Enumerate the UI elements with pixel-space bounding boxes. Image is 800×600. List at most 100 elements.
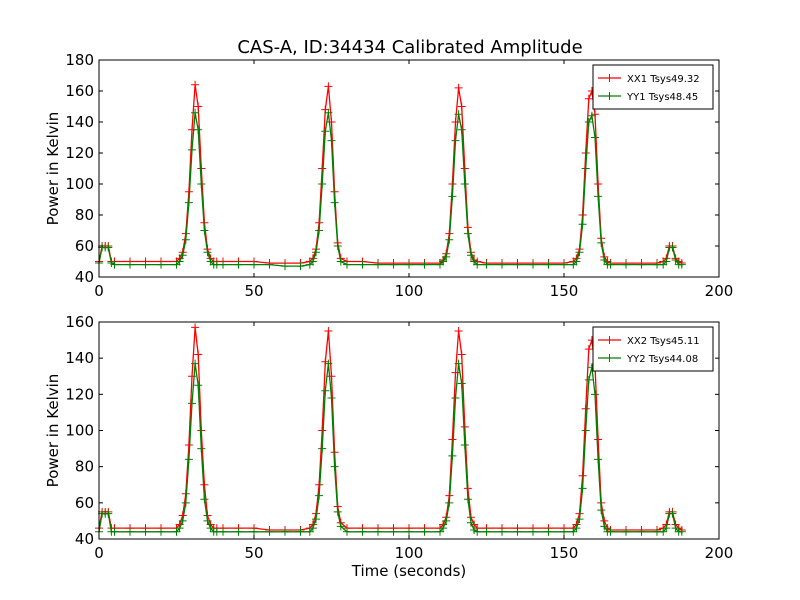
x-tick-label: 50 [244,544,263,562]
data-point-marker [197,180,206,188]
data-point-marker [451,393,460,402]
data-point-marker [575,515,584,524]
y-tick-label: 120 [65,385,94,403]
data-point-marker [529,260,537,269]
data-point-marker [482,527,491,536]
data-point-marker [439,257,448,266]
legend-marker [605,74,614,82]
data-point-marker [315,491,324,500]
data-point-marker [572,524,581,533]
data-point-marker [191,359,200,368]
data-point-marker [460,164,469,173]
data-point-marker [194,125,203,134]
legend-label: YY1 Tsys48.45 [626,92,698,103]
data-point-marker [442,252,451,261]
data-point-marker [637,527,646,536]
legend-label: XX1 Tsys49.32 [627,74,700,85]
data-point-marker [454,359,463,368]
x-tick-label: 150 [550,544,579,562]
data-point-marker [312,515,320,524]
data-point-marker [572,257,581,266]
data-point-marker [544,527,553,536]
y-tick-label: 100 [65,175,94,193]
data-point-marker [662,524,671,533]
legend-label: YY2 Tsys44.08 [626,354,698,365]
legend-marker [605,354,614,362]
x-tick-label: 50 [244,282,263,300]
data-point-marker [110,527,119,536]
data-point-marker [281,262,289,271]
data-point-marker [622,527,630,536]
data-point-marker [308,257,317,266]
legend-box [592,64,714,110]
legend: XX2 Tsys45.11 YY2 Tsys44.08 [592,326,714,372]
data-point-marker [460,180,469,188]
data-point-marker [234,260,243,269]
data-point-marker [448,435,457,444]
y-tick-label: 140 [65,113,94,131]
data-point-marker [200,480,209,489]
data-point-marker [513,260,522,269]
data-point-marker [336,257,345,266]
data-point-marker [671,255,680,264]
data-point-marker [498,260,506,269]
data-point-marker [281,527,289,536]
data-point-marker [188,399,196,408]
series-line [98,84,683,264]
y-tick-label: 140 [65,349,94,367]
data-point-marker [178,516,187,525]
series-line [98,112,682,267]
data-point-marker [126,260,134,269]
data-point-marker [587,111,596,120]
data-point-marker [389,260,398,269]
data-point-marker [330,462,339,471]
x-tick-label: 200 [705,544,734,562]
y-tick-label: 160 [65,313,94,331]
data-point-marker [389,527,398,536]
data-point-marker [460,440,469,449]
data-point-marker [584,118,593,126]
data-point-marker [448,192,457,201]
data-point-marker [622,260,630,269]
data-point-marker [584,345,593,354]
data-point-marker [184,440,193,449]
data-point-marker [318,164,327,173]
legend-box [592,326,714,372]
data-point-marker [324,108,333,117]
y-tick-label: 40 [75,530,94,548]
y-tick-label: 120 [65,144,94,162]
data-point-marker [374,527,382,536]
x-tick-label: 150 [550,282,579,300]
data-point-marker [184,455,193,464]
data-point-marker [677,260,686,269]
data-point-marker [184,198,193,207]
data-point-marker [157,260,165,269]
data-point-marker [330,198,339,207]
data-point-marker [442,516,451,525]
data-point-marker [358,527,367,536]
data-point-marker [439,524,448,533]
chart-title: CAS-A, ID:34434 Calibrated Amplitude [237,37,582,58]
data-point-marker [296,262,305,271]
data-point-marker [591,133,599,142]
data-point-marker [324,359,333,368]
data-point-marker [457,125,466,134]
data-point-marker [318,444,327,453]
data-point-marker [597,506,606,515]
data-point-marker [662,257,671,266]
data-point-marker [200,495,209,504]
data-point-marker [463,495,472,504]
data-point-marker [321,386,330,395]
data-point-marker [606,260,615,269]
data-point-marker [584,94,593,103]
data-point-marker [175,524,184,533]
data-point-marker [405,527,413,536]
data-point-marker [451,136,460,145]
data-point-marker [333,507,342,516]
data-point-marker [457,102,466,111]
y-tick-label: 180 [65,51,94,69]
data-point-marker [343,260,351,269]
data-point-marker [454,83,463,92]
legend: XX1 Tsys49.32 YY1 Tsys48.45 [592,64,714,110]
data-point-marker [157,527,165,536]
